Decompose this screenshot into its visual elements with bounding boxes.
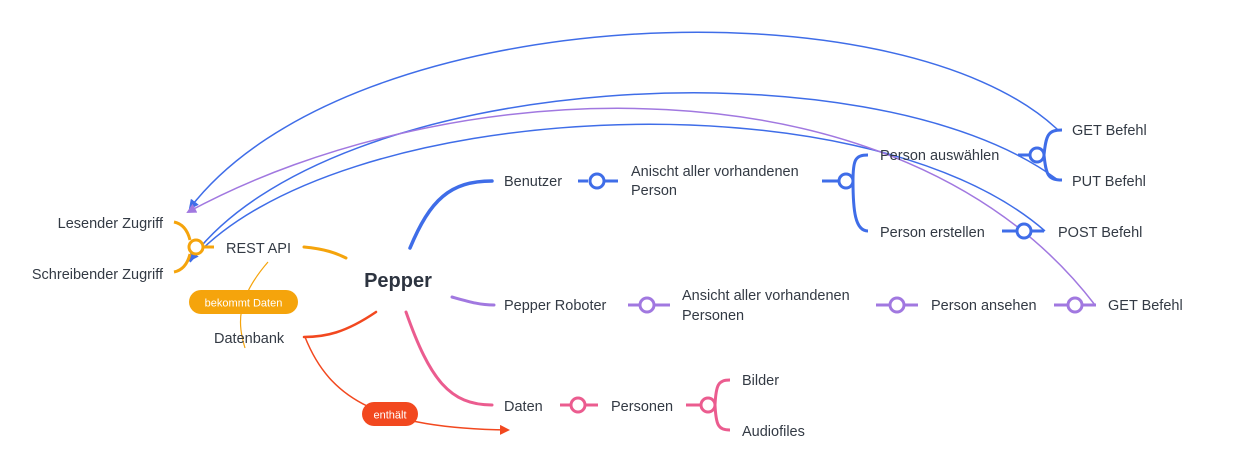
- node-ansicht-person-line1[interactable]: Anischt aller vorhandenen: [631, 164, 799, 180]
- node-rest-api[interactable]: REST API: [226, 241, 291, 257]
- branch-benutzer: [408, 179, 494, 250]
- node-connector[interactable]: [699, 396, 717, 414]
- node-ansicht-personen-line2[interactable]: Personen: [682, 308, 744, 324]
- node-connector[interactable]: [1028, 146, 1046, 164]
- node-person-auswaehlen[interactable]: Person auswählen: [880, 148, 999, 164]
- relation-put-to-schreibender: [188, 92, 1059, 262]
- node-person-ansehen[interactable]: Person ansehen: [931, 298, 1037, 314]
- node-connector[interactable]: [187, 238, 205, 256]
- node-put-befehl[interactable]: PUT Befehl: [1072, 174, 1146, 190]
- node-get-befehl-top[interactable]: GET Befehl: [1072, 123, 1147, 139]
- relation-get-roboter-to-lesender: [186, 107, 1096, 306]
- node-pepper-roboter[interactable]: Pepper Roboter: [504, 298, 607, 314]
- node-ansicht-personen-line1[interactable]: Ansicht aller vorhandenen: [682, 288, 850, 304]
- node-bilder[interactable]: Bilder: [742, 373, 779, 389]
- node-datenbank[interactable]: Datenbank: [214, 331, 285, 347]
- central-topic[interactable]: Pepper: [364, 270, 432, 292]
- node-person-erstellen[interactable]: Person erstellen: [880, 225, 985, 241]
- svg-text:enthält: enthält: [373, 410, 406, 422]
- node-connector[interactable]: [588, 172, 606, 190]
- node-personen[interactable]: Personen: [611, 399, 673, 415]
- node-lesender-zugriff[interactable]: Lesender Zugriff: [58, 216, 164, 232]
- node-schreibender-zugriff[interactable]: Schreibender Zugriff: [32, 267, 164, 283]
- relation-post-to-schreibender: [189, 123, 1046, 263]
- relation-get-to-lesender: [188, 31, 1059, 210]
- node-ansicht-person-line2[interactable]: Person: [631, 183, 677, 199]
- node-connector[interactable]: [1015, 222, 1033, 240]
- node-post-befehl[interactable]: POST Befehl: [1058, 225, 1142, 241]
- relation-tag-bekommt-daten[interactable]: bekommt Daten: [189, 290, 298, 314]
- node-connector[interactable]: [888, 296, 906, 314]
- branch-pepper-roboter: [450, 295, 496, 307]
- node-connector[interactable]: [569, 396, 587, 414]
- svg-text:bekommt Daten: bekommt Daten: [205, 298, 283, 310]
- node-connector[interactable]: [837, 172, 855, 190]
- branch-daten: [404, 310, 494, 407]
- node-daten[interactable]: Daten: [504, 399, 543, 415]
- node-audiofiles[interactable]: Audiofiles: [742, 424, 805, 440]
- node-benutzer[interactable]: Benutzer: [504, 174, 562, 190]
- relation-tag-enthaelt[interactable]: enthält: [362, 402, 418, 426]
- node-get-befehl-mid[interactable]: GET Befehl: [1108, 298, 1183, 314]
- node-connector[interactable]: [638, 296, 656, 314]
- branch-datenbank: [302, 310, 378, 339]
- branch-rest-api: [302, 245, 348, 260]
- node-connector[interactable]: [1066, 296, 1084, 314]
